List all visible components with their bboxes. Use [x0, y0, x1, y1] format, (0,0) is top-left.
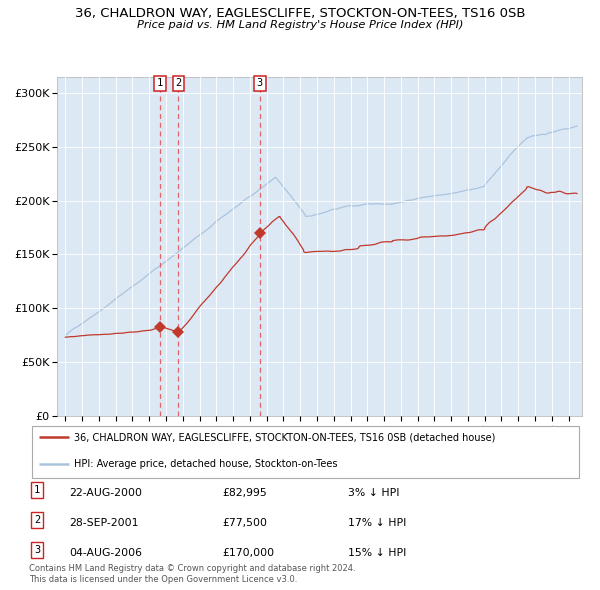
Text: 04-AUG-2006: 04-AUG-2006	[69, 548, 142, 558]
Text: £77,500: £77,500	[222, 518, 267, 528]
Text: 1: 1	[157, 78, 163, 88]
Text: 3% ↓ HPI: 3% ↓ HPI	[348, 488, 400, 498]
Text: 2: 2	[34, 515, 40, 525]
Text: 2: 2	[175, 78, 182, 88]
Text: 36, CHALDRON WAY, EAGLESCLIFFE, STOCKTON-ON-TEES, TS16 0SB: 36, CHALDRON WAY, EAGLESCLIFFE, STOCKTON…	[75, 7, 525, 20]
Text: Price paid vs. HM Land Registry's House Price Index (HPI): Price paid vs. HM Land Registry's House …	[137, 20, 463, 30]
Text: 3: 3	[34, 545, 40, 555]
Text: 1: 1	[34, 485, 40, 495]
Text: 22-AUG-2000: 22-AUG-2000	[69, 488, 142, 498]
Text: 28-SEP-2001: 28-SEP-2001	[69, 518, 139, 528]
Text: 17% ↓ HPI: 17% ↓ HPI	[348, 518, 406, 528]
Text: 3: 3	[257, 78, 263, 88]
Text: £170,000: £170,000	[222, 548, 274, 558]
Text: 15% ↓ HPI: 15% ↓ HPI	[348, 548, 406, 558]
FancyBboxPatch shape	[32, 426, 580, 478]
Text: Contains HM Land Registry data © Crown copyright and database right 2024.: Contains HM Land Registry data © Crown c…	[29, 565, 355, 573]
Text: HPI: Average price, detached house, Stockton-on-Tees: HPI: Average price, detached house, Stoc…	[74, 460, 338, 470]
Text: £82,995: £82,995	[222, 488, 267, 498]
Text: 36, CHALDRON WAY, EAGLESCLIFFE, STOCKTON-ON-TEES, TS16 0SB (detached house): 36, CHALDRON WAY, EAGLESCLIFFE, STOCKTON…	[74, 432, 496, 442]
Text: This data is licensed under the Open Government Licence v3.0.: This data is licensed under the Open Gov…	[29, 575, 297, 584]
